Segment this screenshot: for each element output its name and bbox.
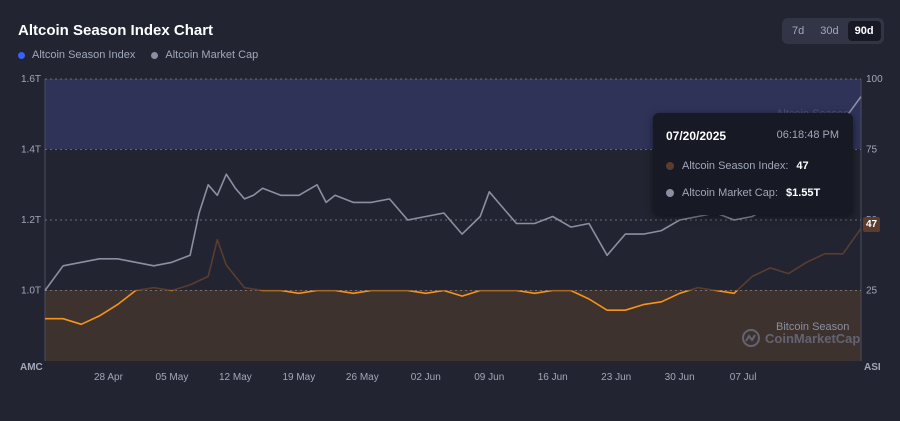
right-tick-label: 75 (866, 145, 878, 156)
range-tab-7d[interactable]: 7d (792, 25, 805, 37)
bitcoin-season-zone (45, 290, 861, 361)
x-tick-label: 12 May (219, 372, 252, 383)
tooltip: 07/20/2025 06:18:48 PM Altcoin Season In… (653, 113, 853, 215)
legend-label-mcap: Altcoin Market Cap (165, 49, 259, 61)
tooltip-mcap-value: $1.55T (785, 187, 821, 199)
left-tick-label: 1.0T (21, 286, 41, 297)
x-tick-label: 16 Jun (538, 372, 568, 383)
tooltip-row-mcap: Altcoin Market Cap: $1.55T (666, 187, 820, 199)
left-tick-label: 1.2T (21, 215, 41, 226)
bitcoin-season-label: Bitcoin Season (776, 321, 850, 333)
watermark-text: CoinMarketCap (765, 330, 861, 346)
x-tick-label: 19 May (282, 372, 315, 383)
x-tick-label: 23 Jun (601, 372, 631, 383)
range-selector: 7d 30d 90d (782, 18, 884, 44)
series-line-asi-above (134, 228, 861, 291)
tooltip-row-index: Altcoin Season Index: 47 (666, 160, 809, 172)
right-axis-name: ASI (864, 362, 881, 373)
tooltip-index-value: 47 (796, 160, 809, 172)
x-tick-label: 26 May (346, 372, 379, 383)
legend: Altcoin Season Index Altcoin Market Cap (18, 49, 258, 61)
range-tab-30d[interactable]: 30d (820, 25, 839, 37)
x-tick-label: 05 May (156, 372, 189, 383)
x-tick-label: 28 Apr (94, 372, 124, 383)
left-axis-name: AMC (20, 362, 43, 373)
legend-dot-mcap (151, 51, 159, 59)
x-tick-label: 30 Jun (665, 372, 695, 383)
legend-label-asi: Altcoin Season Index (32, 49, 136, 61)
chart-title: Altcoin Season Index Chart (18, 22, 214, 39)
right-tick-label: 100 (866, 74, 883, 85)
current-value-badge: 47 (863, 217, 881, 232)
series-line-asi-below (45, 290, 739, 326)
legend-item-mcap[interactable]: Altcoin Market Cap (151, 49, 258, 61)
left-tick-label: 1.6T (21, 74, 41, 85)
x-tick-label: 09 Jun (474, 372, 504, 383)
x-tick-label: 07 Jul (730, 372, 757, 383)
x-tick-label: 02 Jun (411, 372, 441, 383)
right-tick-label: 25 (866, 286, 878, 297)
tooltip-index-label: Altcoin Season Index: (682, 160, 789, 172)
left-tick-label: 1.4T (21, 145, 41, 156)
tooltip-time: 06:18:48 PM (776, 129, 839, 141)
tooltip-mcap-label: Altcoin Market Cap: (682, 187, 778, 199)
range-tab-90d[interactable]: 90d (847, 21, 881, 41)
tooltip-mcap-dot (666, 189, 674, 197)
legend-item-asi[interactable]: Altcoin Season Index (18, 49, 135, 61)
coinmarketcap-logo-icon (742, 329, 760, 347)
tooltip-date: 07/20/2025 (666, 129, 727, 143)
watermark: CoinMarketCap (741, 328, 860, 348)
legend-dot-asi (18, 51, 25, 59)
tooltip-index-dot (666, 162, 674, 170)
